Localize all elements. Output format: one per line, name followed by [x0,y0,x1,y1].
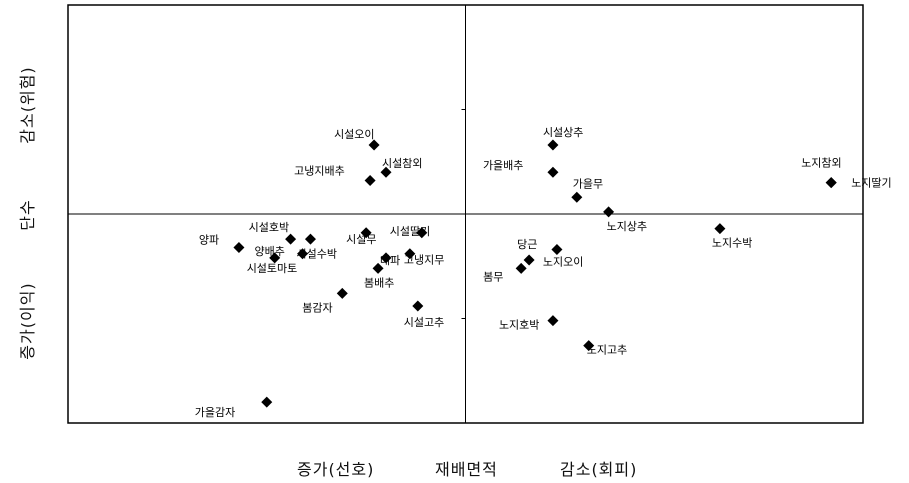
point-label-16: 고냉지무 [404,254,444,267]
point-label-27: 노지고추 [587,344,627,357]
point-label-22: 노지수박 [712,237,752,250]
point-label-24: 봄무 [483,270,503,283]
point-label-7: 노지딸기 [851,177,891,190]
x-axis-label-center: 재배면적 [435,460,498,479]
data-point-24 [515,262,527,274]
x-axis-label-right: 감소(회피) [560,460,638,479]
y-axis-label-bottom: 증가(이익) [18,282,37,360]
data-point-7 [825,177,837,189]
data-point-22 [714,223,726,235]
point-label-15: 대파 [380,254,400,267]
data-point-4 [547,166,559,178]
point-label-13: 시설무 [346,233,376,246]
data-point-9 [285,233,297,245]
data-point-8 [233,241,245,253]
point-label-23: 당근 [517,238,537,251]
data-point-18 [336,287,348,299]
point-label-6: 노지참외 [801,157,841,170]
point-label-12: 양배추 [254,245,284,258]
point-label-26: 노지호박 [499,319,539,332]
y-axis-label-center: 단수 [18,199,37,231]
point-label-11: 시설토마토 [247,262,298,275]
data-point-13 [360,227,372,239]
data-point-3 [547,139,559,151]
data-point-14 [416,227,428,239]
point-label-2: 고냉지배추 [294,165,345,178]
data-point-19 [412,300,424,312]
point-label-10: 시설수박 [297,248,337,261]
point-label-9: 시설호박 [249,221,289,234]
data-points [233,139,837,408]
axis-ticks [461,109,466,319]
data-point-1 [380,166,392,178]
data-point-0 [368,139,380,151]
data-point-2 [364,175,376,187]
data-point-10 [297,248,309,260]
point-label-3: 시설상추 [543,126,583,139]
point-label-0: 시설오이 [334,128,374,141]
point-label-19: 시설고추 [404,316,444,329]
point-label-4: 가을배추 [483,159,523,172]
x-axis-label-left: 증가(선호) [297,460,375,479]
data-point-16 [404,248,416,260]
data-point-15 [380,252,392,264]
data-point-20 [261,396,273,408]
data-point-11 [269,252,281,264]
point-label-5: 가을무 [573,177,603,190]
data-point-25 [551,244,563,256]
data-point-12 [304,233,316,245]
point-label-21: 노지상추 [607,220,647,233]
point-label-20: 가을감자 [195,406,235,419]
data-point-17 [372,262,384,274]
data-point-23 [523,254,535,266]
point-label-1: 시설참외 [382,157,422,170]
point-label-14: 시설딸기 [390,225,430,238]
point-labels: 시설오이시설참외고냉지배추시설상추가을배추가을무노지참외노지딸기양파시설호박시설… [195,126,892,419]
data-point-21 [603,206,615,218]
data-point-26 [547,315,559,327]
point-label-17: 봄배추 [364,276,394,289]
y-axis-label-top: 감소(위험) [18,66,37,144]
point-label-18: 봄감자 [302,301,332,314]
point-label-8: 양파 [199,233,219,246]
data-point-5 [571,191,583,203]
point-label-25: 노지오이 [543,256,583,269]
data-point-27 [583,340,595,352]
